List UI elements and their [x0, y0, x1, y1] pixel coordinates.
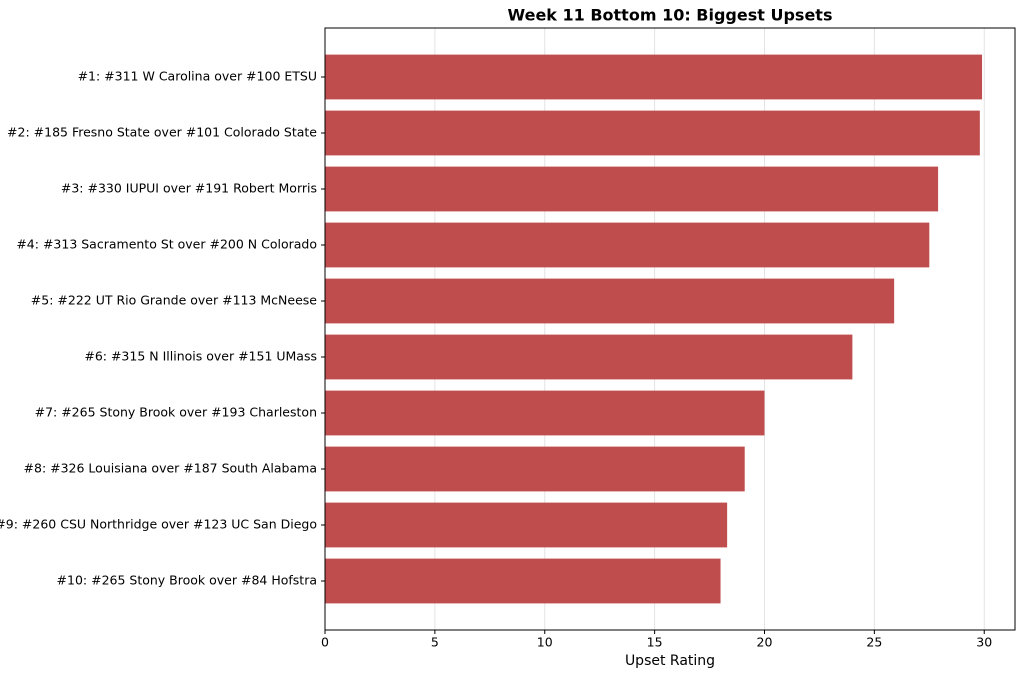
y-tick-label: #8: #326 Louisiana over #187 South Alaba…	[24, 461, 317, 476]
x-tick-label: 0	[321, 635, 329, 650]
bar	[325, 166, 939, 212]
bar	[325, 110, 980, 156]
x-tick-label: 30	[976, 635, 992, 650]
bar	[325, 334, 853, 380]
y-tick-label: #2: #185 Fresno State over #101 Colorado…	[7, 125, 317, 140]
x-tick-label: 20	[757, 635, 773, 650]
x-axis-label: Upset Rating	[625, 653, 715, 669]
y-tick-label: #10: #265 Stony Brook over #84 Hofstra	[57, 573, 317, 588]
y-tick-label: #5: #222 UT Rio Grande over #113 McNeese	[31, 293, 318, 308]
bar	[325, 222, 930, 268]
y-tick-label: #4: #313 Sacramento St over #200 N Color…	[16, 237, 317, 252]
bar	[325, 446, 745, 492]
y-tick-label: #6: #315 N Illinois over #151 UMass	[84, 349, 317, 364]
bar	[325, 502, 728, 548]
x-tick-label: 25	[866, 635, 882, 650]
y-tick-label: #9: #260 CSU Northridge over #123 UC San…	[0, 517, 317, 532]
y-tick-label: #1: #311 W Carolina over #100 ETSU	[78, 69, 317, 84]
bar	[325, 558, 721, 604]
y-tick-label: #7: #265 Stony Brook over #193 Charlesto…	[35, 405, 317, 420]
x-tick-label: 5	[431, 635, 439, 650]
bar	[325, 54, 983, 100]
chart-title: Week 11 Bottom 10: Biggest Upsets	[508, 6, 833, 25]
plot-frame	[324, 27, 1016, 631]
x-tick-label: 10	[537, 635, 553, 650]
y-tick-label: #3: #330 IUPUI over #191 Robert Morris	[61, 181, 317, 196]
bar	[325, 390, 765, 436]
bar	[325, 278, 895, 324]
x-tick-label: 15	[647, 635, 663, 650]
